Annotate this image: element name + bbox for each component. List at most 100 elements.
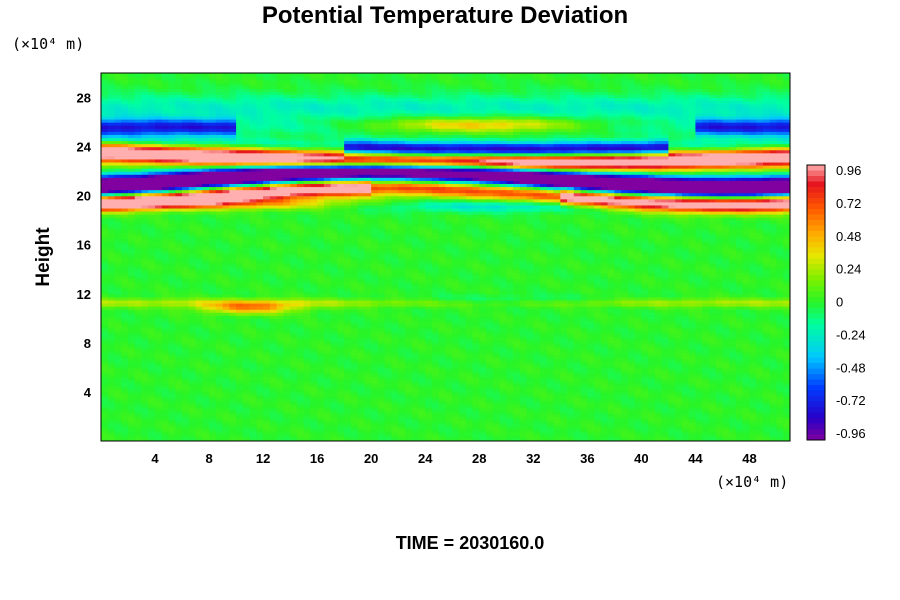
heatmap-cell [182,115,190,120]
heatmap-cell [236,146,244,151]
heatmap-cell [155,290,163,295]
heatmap-cell [161,382,170,387]
heatmap-cell [128,275,136,280]
heatmap-cell [222,287,230,292]
heatmap-cell [141,410,149,414]
heatmap-cell [128,168,136,172]
heatmap-cell [148,100,156,105]
heatmap-cell [222,299,230,304]
heatmap-cell [107,211,116,215]
heatmap-cell [121,91,129,96]
heatmap-cell [236,201,244,206]
heatmap-cell [101,355,109,359]
heatmap-cell [182,413,190,418]
heatmap-cell [215,303,224,307]
heatmap-cell [101,358,109,362]
heatmap-cell [161,165,170,169]
heatmap-cell [161,312,170,316]
heatmap-cell [222,180,230,184]
heatmap-cell [195,223,203,227]
heatmap-cell [168,85,176,89]
heatmap-cell [188,180,197,184]
heatmap-cell [202,143,210,148]
heatmap-cell [188,315,197,319]
heatmap-cell [188,195,197,200]
heatmap-cell [161,336,170,341]
heatmap-cell [114,355,122,359]
heatmap-cell [188,260,197,264]
heatmap-cell [209,220,217,224]
heatmap-cell [229,303,237,307]
heatmap-cell [161,275,170,280]
heatmap-cell [128,324,136,329]
heatmap-cell [182,296,190,301]
heatmap-cell [236,385,244,390]
heatmap-cell [107,100,116,105]
heatmap-cell [195,177,203,181]
heatmap-cell [215,207,224,212]
heatmap-cell [229,296,237,301]
heatmap-cell [107,149,116,154]
heatmap-cell [107,106,116,111]
heatmap-cell [107,165,116,169]
heatmap-cell [101,217,109,221]
heatmap-cell [101,391,109,396]
heatmap-cell [209,119,217,123]
heatmap-cell [107,232,116,237]
heatmap-cell [202,422,210,427]
heatmap-cell [114,106,122,111]
heatmap-cell [107,281,116,286]
heatmap-cell [236,391,244,396]
heatmap-cell [195,422,203,427]
heatmap-cell [188,382,197,387]
heatmap-cell [188,385,197,390]
heatmap-cell [128,345,136,350]
heatmap-cell [101,247,109,252]
heatmap-cell [215,318,224,322]
heatmap-cell [188,250,197,255]
heatmap-cell [161,177,170,181]
heatmap-cell [155,97,163,102]
heatmap-cell [134,355,143,359]
heatmap-cell [215,112,224,117]
heatmap-cell [202,76,210,80]
heatmap-cell [229,161,237,166]
heatmap-cell [188,324,197,329]
heatmap-cell [209,287,217,292]
heatmap-cell [121,407,129,411]
heatmap-cell [141,398,149,402]
heatmap-cell [134,419,143,424]
heatmap-cell [107,391,116,396]
heatmap-cell [161,407,170,411]
heatmap-cell [128,391,136,396]
heatmap-cell [128,238,136,243]
heatmap-cell [161,217,170,221]
heatmap-cell [188,134,197,138]
heatmap-cell [107,250,116,255]
heatmap-cell [107,241,116,246]
heatmap-cell [107,437,116,441]
heatmap-cell [188,85,197,89]
heatmap-cell [283,73,291,77]
heatmap-cell [101,437,109,441]
heatmap-cell [101,410,109,414]
heatmap-cell [141,220,149,224]
heatmap-cell [236,174,244,178]
heatmap-cell [161,379,170,384]
heatmap-cell [236,266,244,270]
heatmap-cell [175,134,183,138]
heatmap-cell [229,315,237,319]
heatmap-cell [175,125,183,129]
heatmap-cell [215,88,224,92]
heatmap-cell [101,309,109,313]
heatmap-cell [195,382,203,387]
heatmap-cell [101,192,109,197]
heatmap-cell [168,345,176,350]
heatmap-cell [121,128,129,132]
heatmap-cell [107,370,116,375]
heatmap-cell [114,336,122,341]
heatmap-cell [209,232,217,237]
heatmap-cell [229,373,237,378]
heatmap-cell [222,284,230,289]
heatmap-cell [161,204,170,209]
